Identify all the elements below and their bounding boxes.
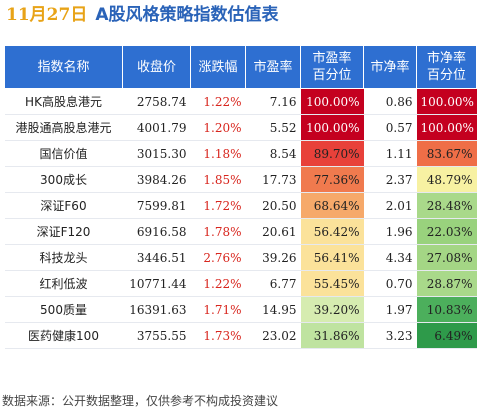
close-price-cell: 3446.51 [122, 244, 191, 271]
pe-percentile-cell: 55.45% [300, 270, 364, 297]
index-name-cell: 港股通高股息港元 [4, 114, 123, 141]
pe-percentile-cell: 100.00% [300, 88, 364, 115]
page-title: 11月27日 A股风格策略指数估值表 [6, 2, 279, 28]
pe-cell: 39.26 [245, 244, 301, 271]
pb-percentile-cell: 28.87% [416, 270, 477, 297]
pb-cell: 1.97 [363, 296, 417, 323]
index-name-cell: 医药健康100 [4, 322, 123, 349]
table-row: 港股通高股息港元 4001.79 1.20% 5.52 100.00% 0.57 100.0… [4, 114, 477, 141]
table-row: 深证F60 7599.81 1.72% 20.50 68.64% 2.01 28.48% [4, 192, 477, 219]
change-cell: 1.18% [190, 140, 246, 167]
change-cell: 1.71% [190, 296, 246, 323]
pb-percentile-cell: 27.08% [416, 244, 477, 271]
close-price-cell: 7599.81 [122, 192, 191, 219]
pe-cell: 6.77 [245, 270, 301, 297]
close-price-cell: 10771.44 [122, 270, 191, 297]
col-header-name: 指数名称 [4, 45, 123, 89]
valuation-table: 指数名称 收盘价 涨跌幅 市盈率 市盈率 百分位 市净率 市净率 百分位 HK高… [4, 45, 477, 349]
pe-cell: 20.50 [245, 192, 301, 219]
table-body: HK高股息港元 2758.74 1.22% 7.16 100.00% 0.86 100.00… [4, 88, 477, 349]
pe-cell: 5.52 [245, 114, 301, 141]
pb-cell: 1.11 [363, 140, 417, 167]
index-name-cell: 500质量 [4, 296, 123, 323]
pb-percentile-cell: 6.49% [416, 322, 477, 349]
table-row: 科技龙头 3446.51 2.76% 39.26 56.41% 4.34 27.08% [4, 244, 477, 271]
close-price-cell: 16391.63 [122, 296, 191, 323]
table-row: 红利低波 10771.44 1.22% 6.77 55.45% 0.70 28.87% [4, 270, 477, 297]
pb-percentile-cell: 100.00% [416, 114, 477, 141]
pb-cell: 4.34 [363, 244, 417, 271]
pe-percentile-cell: 39.20% [300, 296, 364, 323]
pe-percentile-cell: 31.86% [300, 322, 364, 349]
col-header-close: 收盘价 [122, 45, 191, 89]
pe-percentile-cell: 100.00% [300, 114, 364, 141]
table-row: 500质量 16391.63 1.71% 14.95 39.20% 1.97 10.83% [4, 296, 477, 323]
pb-cell: 0.57 [363, 114, 417, 141]
change-cell: 1.20% [190, 114, 246, 141]
table-row: 医药健康100 3755.55 1.73% 23.02 31.86% 3.23 6.49% [4, 322, 477, 349]
pb-percentile-cell: 28.48% [416, 192, 477, 219]
table-row: 300成长 3984.26 1.85% 17.73 77.36% 2.37 48.79% [4, 166, 477, 193]
close-price-cell: 3984.26 [122, 166, 191, 193]
change-cell: 1.22% [190, 88, 246, 115]
close-price-cell: 3755.55 [122, 322, 191, 349]
close-price-cell: 2758.74 [122, 88, 191, 115]
index-name-cell: 深证F60 [4, 192, 123, 219]
pe-cell: 23.02 [245, 322, 301, 349]
footer-source: 数据来源：公开数据整理，仅供参考不构成投资建议 [2, 394, 279, 408]
pe-percentile-cell: 77.36% [300, 166, 364, 193]
pb-cell: 0.86 [363, 88, 417, 115]
index-name-cell: 深证F120 [4, 218, 123, 245]
pb-cell: 2.01 [363, 192, 417, 219]
pb-percentile-cell: 83.67% [416, 140, 477, 167]
col-header-pb: 市净率 [363, 45, 417, 89]
table-header-row: 指数名称 收盘价 涨跌幅 市盈率 市盈率 百分位 市净率 市净率 百分位 [4, 45, 477, 89]
pb-percentile-cell: 48.79% [416, 166, 477, 193]
table-row: HK高股息港元 2758.74 1.22% 7.16 100.00% 0.86 100.00… [4, 88, 477, 115]
pb-cell: 1.96 [363, 218, 417, 245]
change-cell: 1.73% [190, 322, 246, 349]
pb-percentile-cell: 22.03% [416, 218, 477, 245]
pb-cell: 3.23 [363, 322, 417, 349]
table-row: 国信价值 3015.30 1.18% 8.54 89.70% 1.11 83.67% [4, 140, 477, 167]
change-cell: 2.76% [190, 244, 246, 271]
pe-cell: 14.95 [245, 296, 301, 323]
index-name-cell: 红利低波 [4, 270, 123, 297]
pe-cell: 20.61 [245, 218, 301, 245]
pb-percentile-cell: 10.83% [416, 296, 477, 323]
change-cell: 1.78% [190, 218, 246, 245]
pe-percentile-cell: 56.41% [300, 244, 364, 271]
pe-cell: 7.16 [245, 88, 301, 115]
pb-cell: 0.70 [363, 270, 417, 297]
pe-cell: 8.54 [245, 140, 301, 167]
table-row: 深证F120 6916.58 1.78% 20.61 56.42% 1.96 22.03% [4, 218, 477, 245]
col-header-change: 涨跌幅 [190, 45, 246, 89]
change-cell: 1.85% [190, 166, 246, 193]
col-header-pe-pct: 市盈率 百分位 [300, 45, 364, 89]
col-header-pb-pct: 市净率 百分位 [416, 45, 477, 89]
pe-percentile-cell: 56.42% [300, 218, 364, 245]
col-header-pe: 市盈率 [245, 45, 301, 89]
change-cell: 1.72% [190, 192, 246, 219]
pe-percentile-cell: 89.70% [300, 140, 364, 167]
index-name-cell: HK高股息港元 [4, 88, 123, 115]
index-name-cell: 300成长 [4, 166, 123, 193]
index-name-cell: 科技龙头 [4, 244, 123, 271]
pb-cell: 2.37 [363, 166, 417, 193]
index-name-cell: 国信价值 [4, 140, 123, 167]
close-price-cell: 3015.30 [122, 140, 191, 167]
close-price-cell: 4001.79 [122, 114, 191, 141]
close-price-cell: 6916.58 [122, 218, 191, 245]
title-text: A股风格策略指数估值表 [95, 5, 279, 25]
pe-cell: 17.73 [245, 166, 301, 193]
title-date: 11月27日 [6, 5, 88, 25]
pb-percentile-cell: 100.00% [416, 88, 477, 115]
change-cell: 1.22% [190, 270, 246, 297]
pe-percentile-cell: 68.64% [300, 192, 364, 219]
